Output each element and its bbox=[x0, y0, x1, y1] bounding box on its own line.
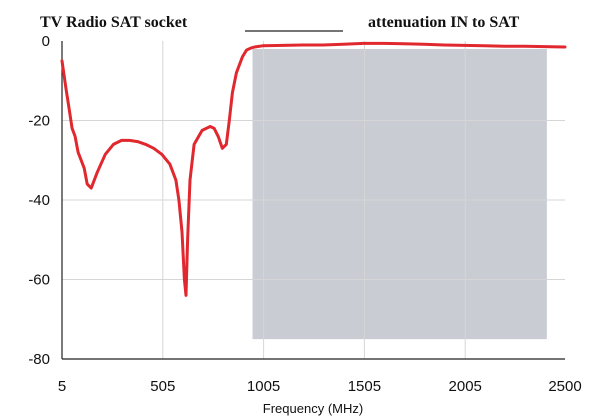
plot-area: 5 505 1005 1505 2005 2500 0 -20 -40 -60 -80 bbox=[28, 33, 581, 395]
y-tick-label: 0 bbox=[42, 33, 50, 50]
x-tick-label: 5 bbox=[58, 378, 66, 395]
y-tick-label: -20 bbox=[28, 113, 50, 130]
chart-title-right: attenuation IN to SAT bbox=[368, 14, 520, 31]
y-tick-label: -40 bbox=[28, 192, 50, 209]
shaded-band bbox=[252, 48, 547, 340]
y-tick-label: -80 bbox=[28, 351, 50, 368]
x-tick-label: 1005 bbox=[247, 378, 280, 395]
x-tick-label: 2500 bbox=[548, 378, 581, 395]
x-tick-label: 505 bbox=[150, 378, 175, 395]
y-tick-label: -60 bbox=[28, 272, 50, 289]
series-line bbox=[60, 41, 567, 297]
x-axis-label: Frequency (MHz) bbox=[263, 401, 363, 416]
x-tick-label: 1505 bbox=[348, 378, 381, 395]
x-tick-label: 2005 bbox=[449, 378, 482, 395]
chart-title-left: TV Radio SAT socket bbox=[40, 14, 188, 31]
